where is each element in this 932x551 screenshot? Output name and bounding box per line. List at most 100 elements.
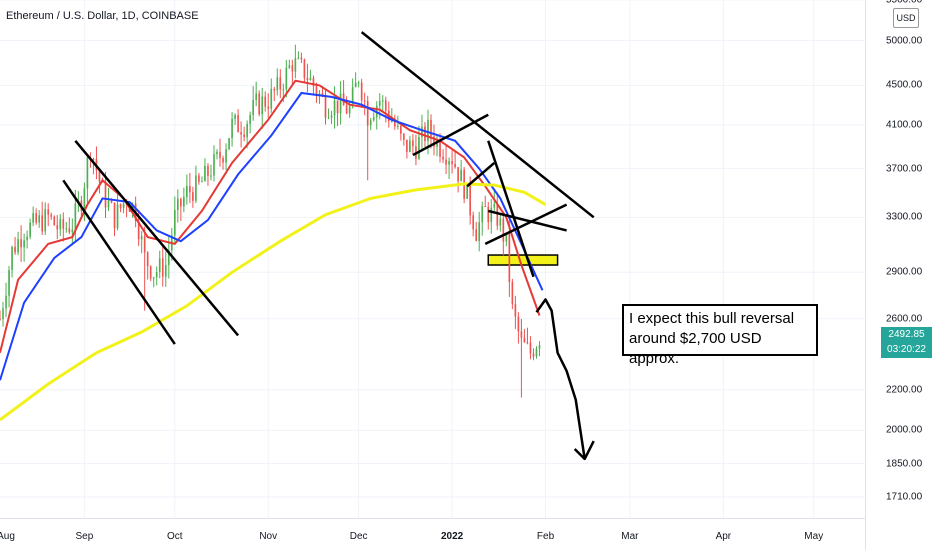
candle-body	[457, 167, 459, 182]
candle-body	[222, 158, 224, 163]
x-tick-label: Oct	[167, 531, 183, 542]
candle-body	[122, 203, 125, 209]
candle-body	[294, 58, 297, 72]
candle-body	[381, 100, 384, 102]
candle-body	[535, 348, 538, 357]
candle-body	[406, 139, 408, 152]
candle-body	[369, 120, 372, 126]
candle-body	[110, 200, 113, 203]
sma_long-line	[0, 182, 547, 422]
candle-body	[357, 82, 360, 84]
candle-body	[424, 126, 426, 142]
candle-body	[252, 100, 254, 116]
candle-body	[490, 207, 493, 223]
price-axis[interactable]: 5500.00 5000.00 4500.00 4100.00 3700.00 3300.…	[865, 0, 932, 550]
candle-body	[442, 156, 444, 160]
candle-body	[176, 198, 179, 211]
candle-body	[529, 342, 532, 354]
candle-body	[62, 218, 65, 229]
y-tick-label: 3700.00	[886, 163, 923, 175]
candle-body	[273, 88, 276, 91]
candle-body	[318, 93, 321, 96]
candle-body	[345, 105, 348, 114]
candle-body	[261, 96, 264, 115]
candle-body	[499, 218, 502, 226]
candle-body	[538, 345, 541, 349]
candle-body	[300, 57, 303, 60]
candle-body	[466, 184, 468, 199]
candle-body	[378, 100, 381, 106]
candle-body	[312, 77, 315, 87]
currency-label[interactable]: USD	[893, 8, 919, 28]
x-tick-label: Sep	[75, 531, 94, 542]
arrow-head	[573, 448, 586, 460]
candle-body	[149, 266, 152, 279]
grid	[0, 0, 865, 518]
candle-body	[418, 137, 420, 159]
candle-body	[421, 126, 423, 138]
candle-body	[53, 216, 56, 226]
y-tick-label: 1850.00	[886, 458, 923, 470]
candle-body	[532, 353, 535, 357]
candle-body	[143, 236, 146, 253]
candle-body	[210, 175, 212, 177]
candle-body	[279, 77, 282, 90]
indicator-lines	[0, 79, 547, 422]
candle-body	[469, 184, 472, 216]
candle-body	[282, 89, 285, 91]
candle-body	[297, 57, 300, 59]
candle-body	[186, 185, 188, 198]
candle-body	[192, 192, 194, 201]
candle-body	[276, 77, 279, 91]
candle-body	[517, 316, 520, 332]
candle-body	[475, 229, 478, 241]
annotation-line-2: around $2,700 USD approx.	[629, 330, 762, 367]
candle-body	[427, 119, 429, 142]
trend-line	[487, 209, 567, 232]
candle-body	[306, 78, 309, 80]
candles	[0, 44, 541, 398]
candle-body	[430, 119, 432, 137]
candle-body	[71, 229, 74, 233]
candle-body	[478, 222, 481, 241]
candle-body	[393, 120, 396, 127]
candle-body	[372, 117, 375, 121]
candle-body	[514, 304, 517, 317]
candle-body	[333, 100, 336, 116]
candle-body	[409, 140, 411, 152]
x-tick-label: 2022	[440, 531, 464, 542]
candle-body	[351, 87, 354, 107]
candle-body	[231, 118, 233, 139]
candle-body	[152, 277, 155, 279]
candle-body	[445, 159, 447, 165]
candle-body	[68, 228, 71, 233]
y-tick-label: 1710.00	[886, 491, 923, 503]
candle-body	[481, 206, 484, 223]
candle-body	[158, 258, 161, 273]
candle-body	[50, 214, 53, 217]
y-tick-label: 5500.00	[886, 0, 923, 6]
candle-body	[303, 59, 306, 79]
candle-body	[44, 209, 47, 232]
candle-body	[140, 236, 143, 240]
trend-line	[74, 140, 240, 337]
candle-body	[113, 202, 116, 229]
candle-body	[107, 200, 110, 208]
candle-body	[237, 114, 239, 133]
candle-body	[288, 65, 291, 68]
time-axis[interactable]: Aug Sep Oct Nov Dec 2022 Feb Mar Apr May	[0, 518, 865, 551]
candle-body	[59, 218, 62, 230]
candle-body	[249, 115, 251, 124]
candle-body	[324, 95, 327, 118]
candle-body	[8, 270, 10, 296]
chart-title: Ethereum / U.S. Dollar, 1D, COINBASE	[6, 10, 199, 22]
x-tick-label: Mar	[621, 531, 639, 542]
candle-body	[155, 272, 158, 278]
candle-body	[336, 100, 339, 114]
trend-line	[487, 140, 535, 278]
candle-body	[204, 165, 206, 182]
candle-body	[201, 181, 203, 183]
candle-body	[360, 82, 363, 101]
candle-body	[354, 82, 357, 88]
